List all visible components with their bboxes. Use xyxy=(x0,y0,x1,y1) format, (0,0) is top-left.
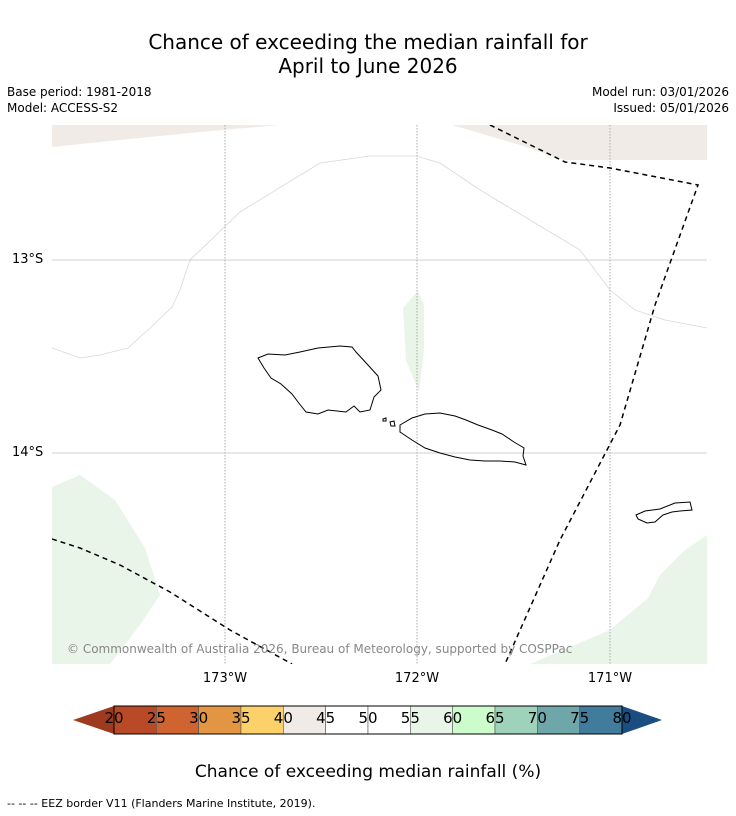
colorbar-tick-label: 40 xyxy=(273,709,293,727)
colorbar-tick-label: 80 xyxy=(612,709,632,727)
lat-label-13s: 13°S xyxy=(12,252,44,267)
island-savaii xyxy=(257,345,382,415)
base-period: Base period: 1981-2018 xyxy=(7,85,152,99)
lon-label-171w: 171°W xyxy=(587,671,633,686)
model-name: Model: ACCESS-S2 xyxy=(7,101,119,115)
colorbar-tick-label: 60 xyxy=(443,709,463,727)
colorbar-tick-label: 20 xyxy=(104,709,124,727)
colorbar-tick-label: 75 xyxy=(570,709,590,727)
colorbar-tick-label: 35 xyxy=(231,709,251,727)
copyright-notice: © Commonwealth of Australia 2026, Bureau… xyxy=(67,642,573,656)
title-line-2: April to June 2026 xyxy=(278,54,458,78)
colorbar-title: Chance of exceeding median rainfall (%) xyxy=(194,762,542,782)
colorbar-segment xyxy=(452,705,496,735)
meta-right: Model run: 03/01/2026 Issued: 05/01/2026 xyxy=(592,84,729,116)
green-region-bottom-left xyxy=(52,475,160,664)
beige-region-top-left xyxy=(52,125,280,147)
colorbar-tick-label: 65 xyxy=(485,709,505,727)
issued-date: Issued: 05/01/2026 xyxy=(613,101,729,115)
colorbar-segment xyxy=(325,705,369,735)
eez-border-west xyxy=(52,538,293,664)
island-upolu xyxy=(399,412,527,466)
colorbar-border xyxy=(113,705,623,735)
lon-label-173w: 173°W xyxy=(202,671,248,686)
green-region-bottom-right xyxy=(530,535,707,664)
colorbar-segment xyxy=(283,705,326,735)
island-manono xyxy=(389,420,396,427)
green-region-center xyxy=(403,291,424,392)
contour-line xyxy=(52,155,707,359)
meta-left: Base period: 1981-2018 Model: ACCESS-S2 xyxy=(7,84,152,116)
colorbar-low-extend xyxy=(73,706,114,734)
colorbar-tick-label: 70 xyxy=(527,709,547,727)
colorbar-tick-label: 45 xyxy=(316,709,336,727)
chart-title: Chance of exceeding the median rainfall … xyxy=(0,30,736,78)
island-apolima xyxy=(382,417,387,422)
eez-footnote: -- -- -- EEZ border V11 (Flanders Marine… xyxy=(7,797,316,810)
eez-border-samoa xyxy=(489,125,700,664)
island-tutuila xyxy=(635,501,693,524)
colorbar-tick-label: 25 xyxy=(146,709,166,727)
colorbar-segment xyxy=(537,705,580,735)
colorbar-segment xyxy=(494,705,538,735)
colorbar-segment xyxy=(367,705,411,735)
colorbar-high-extend xyxy=(622,706,662,734)
colorbar-segment xyxy=(156,705,199,735)
colorbar-tick-label: 55 xyxy=(400,709,420,727)
colorbar-segments xyxy=(113,705,623,735)
beige-region-top-right xyxy=(452,125,707,160)
lon-label-172w: 172°W xyxy=(394,671,440,686)
title-line-1: Chance of exceeding the median rainfall … xyxy=(148,30,588,54)
model-run: Model run: 03/01/2026 xyxy=(591,85,729,99)
colorbar-tick-label: 50 xyxy=(358,709,378,727)
lat-label-14s: 14°S xyxy=(12,445,44,460)
colorbar-tick-label: 30 xyxy=(189,709,209,727)
